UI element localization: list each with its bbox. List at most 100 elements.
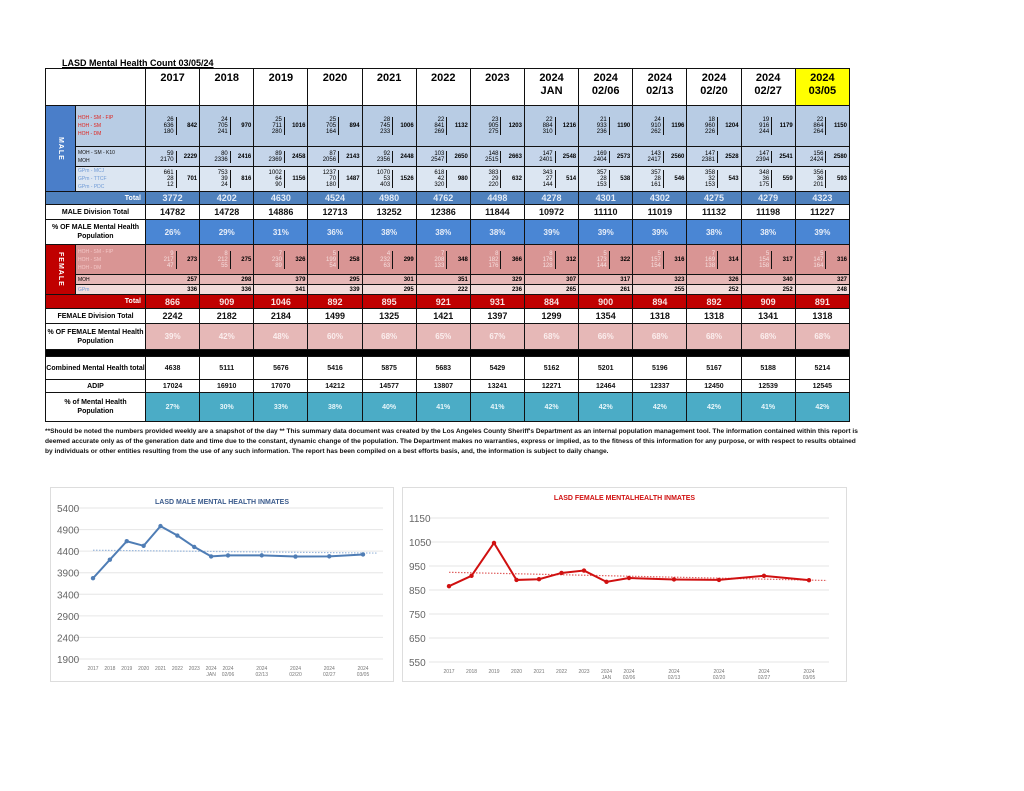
male-total-value: 4630 (253, 191, 309, 205)
subtotal-value: 2541 (779, 153, 793, 160)
split-cell: 147 2401 2548 (523, 146, 580, 167)
sub-value: 7 (711, 250, 716, 257)
data-point (259, 553, 264, 558)
data-point (671, 577, 677, 582)
male-division-total-value: 14886 (253, 204, 309, 220)
female-division-total-value: 1318 (632, 308, 688, 324)
moh-value: 379 (253, 274, 309, 285)
female-total-label: Total (45, 294, 146, 309)
x-tick-label: 2019 (488, 669, 499, 675)
x-tick-label: 2024 02/20 (713, 669, 726, 681)
split-cell: 22 841 269 1132 (415, 105, 471, 147)
sub-value: 745 (380, 123, 391, 129)
data-point (581, 568, 587, 573)
column-header: 2018 (199, 68, 255, 106)
sub-value: 147 (813, 256, 824, 263)
female-pct-value: 66% (578, 323, 634, 350)
male-pct: % OF MALE Mental Health Population 26% 29%… (45, 219, 851, 245)
data-point (293, 554, 298, 559)
split-cell: 25 711 280 1016 (253, 105, 309, 147)
column-header-line1: 2022 (431, 72, 456, 84)
combined-value: 5196 (632, 356, 688, 380)
data-point (158, 523, 163, 529)
x-tick-label: 2024 02/06 (222, 666, 235, 678)
column-header: 2017 (144, 68, 201, 106)
sub-value: 70 (329, 176, 337, 182)
male-total-value: 4498 (469, 191, 525, 205)
gpm-value: 261 (578, 284, 634, 295)
moh-value: 351 (415, 274, 471, 285)
male-pct-value: 39% (523, 219, 580, 245)
sub-value: 128 (542, 262, 553, 269)
split-cell: 5 173 144 322 (578, 244, 634, 275)
sub-value: 161 (650, 182, 661, 188)
sub-value: 5 (657, 250, 661, 257)
combined-value: 5188 (740, 356, 796, 380)
sub-value: 212 (217, 256, 228, 263)
split-cell: 5 199 54 258 (307, 244, 363, 275)
combined-value: 5429 (469, 356, 525, 380)
female-pct-value: 68% (361, 323, 417, 350)
sub-value: 8 (224, 250, 228, 257)
sub-value: 8 (495, 250, 499, 257)
data-point (716, 577, 722, 583)
male-total: Total 3772 4202 4630 4524 4980 4762 4498 4278 430… (45, 191, 851, 205)
sub-value: 169 (596, 150, 607, 157)
subtotal-value: 2548 (562, 153, 577, 160)
split-cell: 5 147 164 316 (794, 244, 851, 275)
moh-value: 323 (632, 274, 688, 285)
column-header: 2024 02/27 (740, 68, 796, 106)
y-tick-label: 850 (409, 586, 426, 597)
x-tick-label: 2024 02/06 (623, 669, 636, 681)
female-pct-value: 68% (740, 323, 796, 350)
x-tick-label: 2024 02/27 (758, 669, 771, 681)
adp-value: 12337 (632, 379, 688, 393)
adp-value: 12539 (740, 379, 796, 393)
male-pct-value: 31% (253, 219, 309, 245)
female-division-total-value: 1325 (361, 308, 417, 324)
split-cell: 356 36 201 593 (794, 166, 851, 192)
female-pct-value: 67% (469, 323, 525, 350)
data-point (192, 544, 197, 550)
moh-value: 327 (794, 274, 851, 285)
pct-total-value: 42% (578, 392, 634, 422)
male-total-value: 4323 (794, 191, 851, 205)
column-header-line2: 02/06 (591, 85, 620, 97)
gpm-value: 295 (361, 284, 417, 295)
male-division-total-value: 11110 (578, 204, 634, 220)
row-label-line: HOH - DM (78, 131, 102, 137)
subtotal-value: 538 (620, 176, 631, 182)
row-label-line: HOH - SM (78, 123, 102, 129)
moh-value: 329 (469, 274, 525, 285)
disclaimer-note: **Should be noted the numbers provided w… (45, 428, 858, 455)
subtotal-value: 2416 (237, 153, 252, 160)
data-point (175, 533, 180, 538)
male-pct-value: 36% (307, 219, 363, 245)
female-total-value: 891 (794, 294, 851, 309)
male-chart: LASD MALE MENTAL HEALTH INMATES 1900 2400 2… (50, 487, 394, 682)
y-tick-label: 4900 (57, 526, 80, 537)
moh-value: 301 (361, 274, 417, 285)
adp-value: 16910 (199, 379, 255, 393)
split-cell: 661 28 12 701 (144, 166, 201, 192)
data-point (469, 573, 474, 579)
moh-value: 295 (307, 274, 363, 285)
row-label-line: GPm - PDC (78, 184, 105, 190)
x-tick-label: 2022 (172, 666, 183, 672)
data-point (514, 577, 519, 583)
sub-value: 22 (437, 117, 445, 123)
sub-value: 241 (217, 129, 228, 135)
sub-value: 180 (326, 182, 337, 188)
gpm-value: 341 (253, 284, 309, 295)
sub-value: 92 (383, 150, 391, 157)
sub-value: 29 (491, 176, 499, 182)
sub-value: 169 (705, 256, 716, 263)
x-tick-label: 2024 02/13 (255, 666, 268, 678)
split-cell: 357 28 161 546 (632, 166, 688, 192)
female-division-total-value: 1499 (307, 308, 363, 324)
sub-value: 26 (166, 117, 174, 123)
column-header-line2: 02/20 (700, 85, 728, 97)
sub-value: 144 (542, 182, 553, 188)
pct-total-value: 42% (686, 392, 742, 422)
mental-health-count-table: 2017 2018 2019 2020 2021 2022 2023 2024 JAN 2024 0… (45, 68, 851, 422)
